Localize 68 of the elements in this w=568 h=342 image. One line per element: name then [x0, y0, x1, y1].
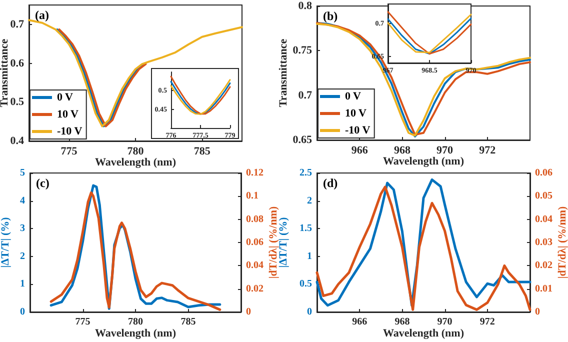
legend-label: 10 V: [345, 108, 367, 120]
y2-tick-label: 0.03: [535, 237, 552, 248]
annotation: (b): [323, 9, 338, 23]
y2-tick-label: 0.05: [535, 190, 552, 202]
x-axis-title: Wavelength (nm): [383, 156, 464, 168]
y2-tick-label: 0.1: [246, 190, 258, 202]
y-tick-label: 0.5: [10, 96, 24, 108]
y-tick-label: 0.4: [10, 135, 24, 147]
y2-tick-label: 0.02: [246, 283, 264, 294]
y-tick-label: 0: [20, 306, 25, 318]
x-tick-label: 968: [394, 144, 411, 156]
x-tick-label: 785: [180, 316, 196, 328]
y-tick-label: 4: [20, 195, 25, 206]
x-axis-title: Wavelength (nm): [95, 156, 176, 168]
x-tick-label: 972: [480, 316, 495, 328]
x-tick-label: 972: [479, 144, 496, 156]
y-axis-title: Transmittance: [278, 38, 290, 108]
y2-tick-label: 0.06: [246, 237, 264, 248]
legend-label: 0 V: [57, 92, 74, 104]
y-tick-label: 0.75: [292, 44, 312, 57]
legend-label: 0 V: [345, 90, 362, 102]
y-tick-label: 2: [20, 250, 25, 262]
legend-label: -10 V: [57, 126, 82, 138]
x-tick-label: 968: [394, 316, 410, 328]
x-tick-label: 780: [127, 146, 144, 158]
y2-axis-title: |dT/dλ| (%/nm): [268, 206, 280, 279]
annotation: (d): [323, 176, 338, 190]
y-tick-label: 0.8: [298, 0, 312, 12]
x-tick-label: 966: [351, 144, 368, 156]
y-tick-label: 0.7: [10, 18, 24, 30]
y2-axis-title: |dT/dλ| (%/nm): [556, 206, 568, 279]
x-tick-label: 970: [437, 316, 452, 328]
annotation: (c): [36, 176, 50, 190]
y2-tick-label: 0.01: [535, 283, 552, 294]
y-tick-label: 0.5: [300, 278, 312, 290]
y-tick-label: 0: [307, 306, 312, 318]
legend-label: -10 V: [345, 124, 370, 136]
y-tick-label: 0.6: [10, 57, 24, 70]
y-tick-label: 1.5: [300, 223, 312, 234]
y2-tick-label: 0.04: [246, 260, 264, 272]
x-tick-label: 775: [75, 316, 90, 328]
x-axis-title: Wavelength (nm): [383, 328, 464, 340]
y-axis-title: Transmittance: [0, 38, 10, 108]
y2-tick-label: 0.08: [246, 214, 264, 225]
x-tick-label: 775: [60, 146, 78, 158]
y-tick-label: 2: [307, 195, 312, 206]
x-tick-label: 780: [128, 316, 143, 328]
y-axis-title: |ΔT/T| (%): [278, 216, 290, 268]
y-axis-title: |ΔT/T| (%): [0, 216, 12, 268]
y-tick-label: 1: [307, 250, 312, 262]
y-tick-label: 1: [20, 278, 25, 290]
y2-tick-label: 0.04: [535, 214, 552, 225]
x-tick-label: 970: [436, 144, 454, 156]
y-tick-label: 5: [20, 168, 25, 178]
y2-tick-label: 0.02: [535, 260, 552, 272]
annotation: (a): [35, 8, 49, 22]
x-axis-title: Wavelength (nm): [95, 328, 176, 340]
y2-tick-label: 0.12: [246, 168, 264, 178]
y-tick-label: 0.7: [298, 89, 312, 102]
y2-tick-label: 0: [535, 306, 540, 318]
x-tick-label: 966: [352, 316, 368, 328]
y-tick-label: 0.65: [292, 134, 312, 146]
y-tick-label: 2.5: [300, 168, 312, 178]
y2-tick-label: 0.06: [535, 168, 552, 178]
y-tick-label: 3: [20, 223, 25, 234]
legend-label: 10 V: [57, 108, 79, 120]
y2-tick-label: 0: [246, 306, 251, 318]
x-tick-label: 785: [194, 146, 211, 158]
